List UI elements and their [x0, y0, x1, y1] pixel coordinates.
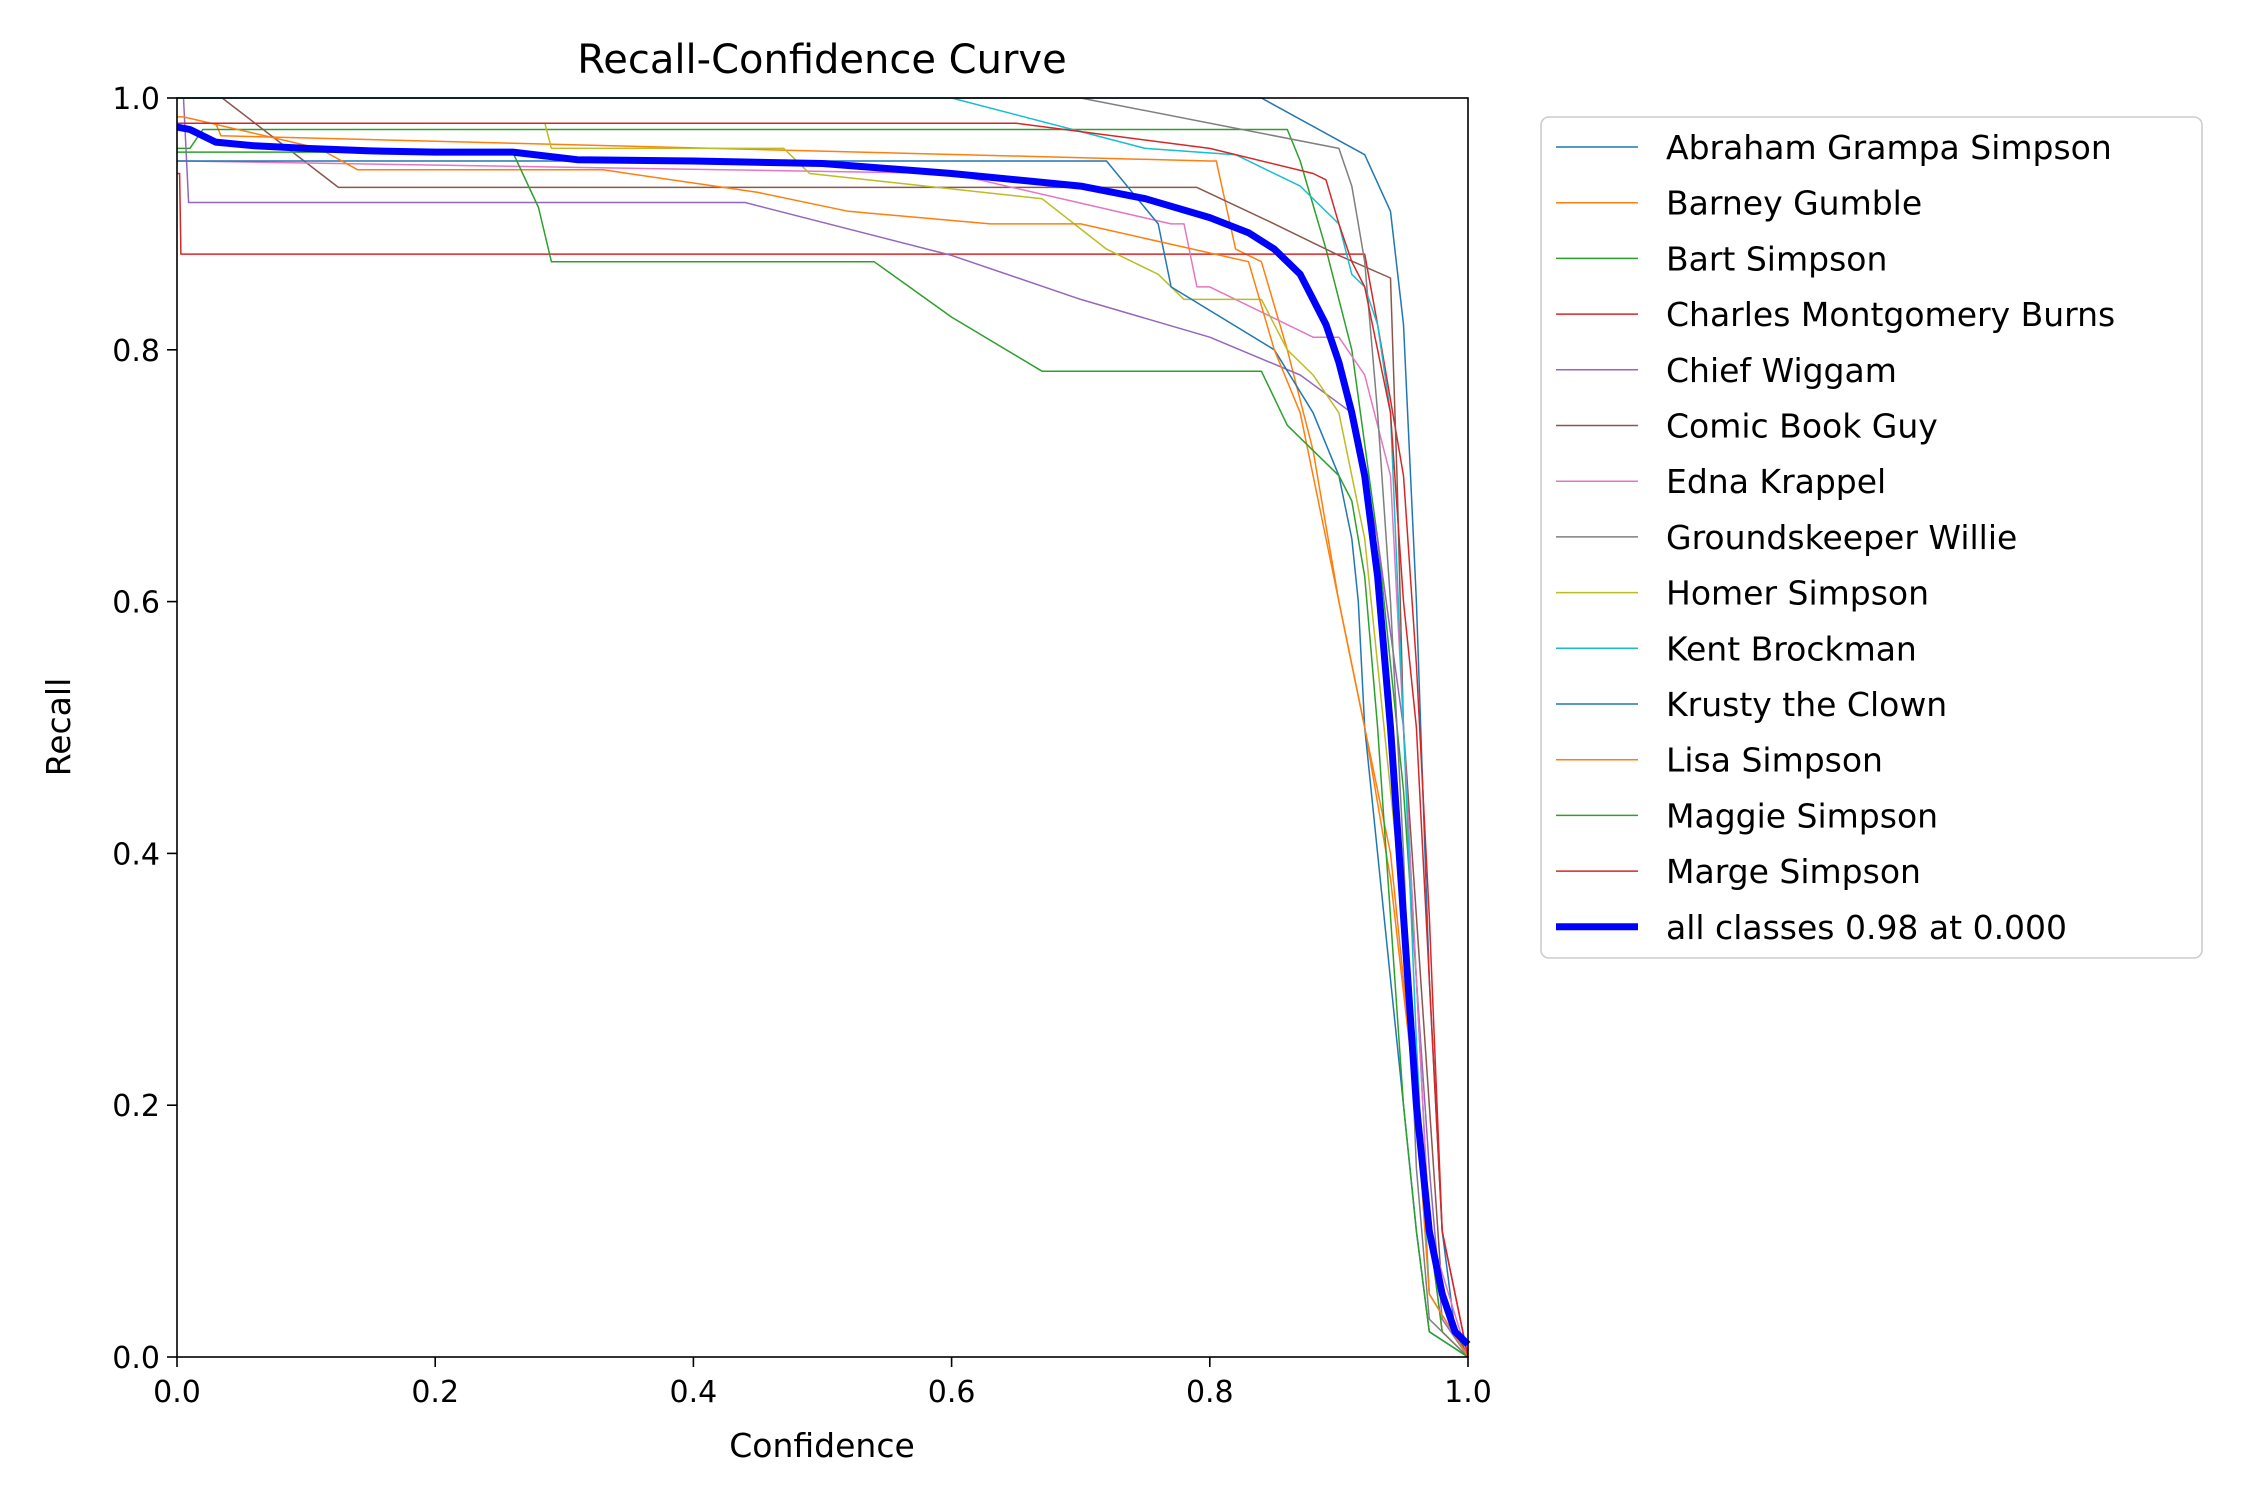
series-line-13: [177, 122, 1469, 1358]
legend-label-5: Comic Book Guy: [1666, 407, 1938, 446]
series-line-4: [177, 97, 1469, 1358]
legend-label-12: Maggie Simpson: [1666, 796, 1938, 835]
legend-label-6: Edna Krappel: [1666, 462, 1886, 501]
legend-label-4: Chief Wiggam: [1666, 351, 1897, 390]
legend-label-3: Charles Montgomery Burns: [1666, 295, 2115, 334]
x-tick-label: 0.6: [928, 1375, 976, 1410]
legend: Abraham Grampa Simpson Barney Gumble Bart …: [1540, 116, 2203, 959]
legend-label-13: Marge Simpson: [1666, 852, 1921, 891]
x-tick-label: 0.4: [670, 1375, 718, 1410]
plot-area: [177, 97, 1471, 1358]
series-line-12: [177, 151, 1469, 1358]
legend-label-14: all classes 0.98 at 0.000: [1666, 908, 2067, 947]
x-tick-label: 0.0: [153, 1375, 201, 1410]
series-line-9: [177, 97, 1469, 1358]
legend-label-8: Homer Simpson: [1666, 574, 1929, 613]
legend-label-7: Groundskeeper Willie: [1666, 518, 2017, 557]
chart-title: Recall-Confidence Curve: [577, 37, 1066, 83]
x-tick-label: 1.0: [1444, 1375, 1492, 1410]
plot-frame: [176, 97, 1469, 1358]
x-tick-label: 0.8: [1186, 1375, 1234, 1410]
y-tick-label: 0.8: [112, 334, 160, 369]
legend-box: [1540, 116, 2203, 959]
y-tick-label: 0.6: [112, 586, 160, 621]
series-line-3: [177, 172, 1469, 1358]
legend-label-11: Lisa Simpson: [1666, 741, 1883, 780]
legend-label-2: Bart Simpson: [1666, 239, 1887, 278]
x-axis-label: Confidence: [729, 1426, 915, 1465]
legend-label-9: Kent Brockman: [1666, 629, 1917, 668]
y-tick-label: 0.0: [112, 1341, 160, 1376]
legend-label-1: Barney Gumble: [1666, 184, 1922, 223]
series-line-7: [177, 97, 1469, 1358]
x-tick-label: 0.2: [411, 1375, 459, 1410]
axes: 0.0 0.2 0.4 0.6 0.8 1.0 0.0 0.2 0.4 0.6 0.8 1.0: [112, 82, 1492, 1410]
y-axis-label: Recall: [39, 678, 78, 776]
y-tick-label: 0.4: [112, 837, 160, 872]
legend-label-10: Krusty the Clown: [1666, 685, 1947, 724]
series-line-6: [177, 160, 1469, 1358]
legend-label-0: Abraham Grampa Simpson: [1666, 128, 2112, 167]
series-line-14: [177, 123, 1471, 1347]
y-tick-label: 0.2: [112, 1089, 160, 1124]
series-lines: [177, 97, 1471, 1358]
y-tick-label: 1.0: [112, 82, 160, 117]
